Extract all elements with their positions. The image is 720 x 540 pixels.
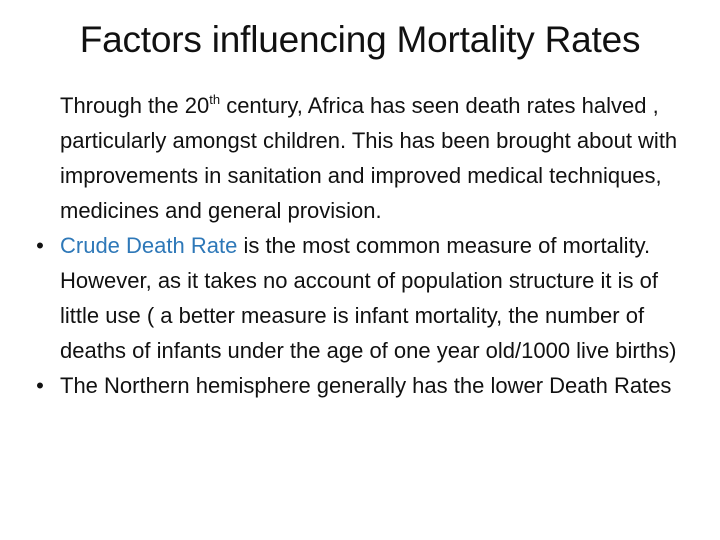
slide-title: Factors influencing Mortality Rates bbox=[79, 19, 641, 60]
slide-body: Through the 20th century, Africa has see… bbox=[30, 88, 692, 403]
paragraph-text-start: Through the 20 bbox=[60, 93, 210, 118]
northern-hemisphere-text: The Northern hemisphere generally has th… bbox=[60, 373, 672, 398]
bullet-northern-hemisphere: • The Northern hemisphere generally has t… bbox=[30, 368, 692, 403]
ordinal-superscript: th bbox=[209, 92, 221, 107]
bullet-crude-death-rate: • Crude Death Rate is the most common mea… bbox=[30, 228, 692, 368]
bullet-marker: • bbox=[36, 233, 44, 258]
bullet-marker: • bbox=[36, 373, 44, 398]
paragraph-text-end: century, Africa has seen death rates hal… bbox=[60, 93, 678, 223]
crude-death-rate-term: Crude Death Rate bbox=[60, 233, 238, 258]
paragraph-africa-death-rates: Through the 20th century, Africa has see… bbox=[30, 88, 692, 228]
crude-death-rate-text: is the most common measure of mortality.… bbox=[60, 233, 677, 363]
